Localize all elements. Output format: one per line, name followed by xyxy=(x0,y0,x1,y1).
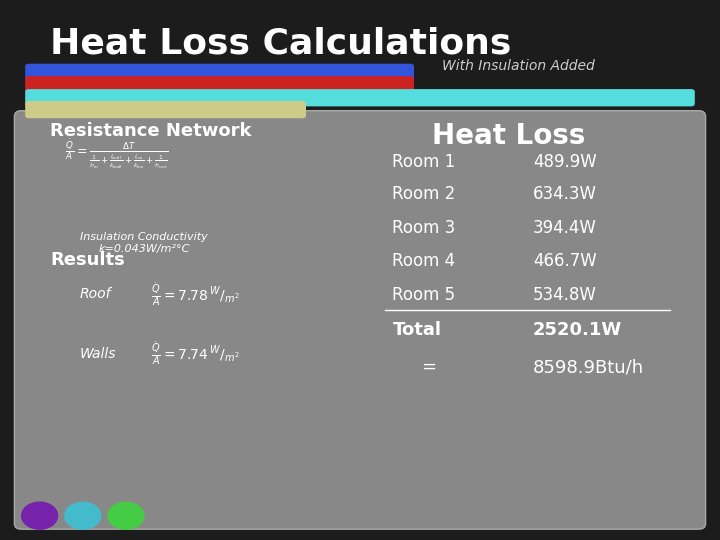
Text: =: = xyxy=(421,358,436,376)
Text: $\frac{\dot{Q}}{A} = \frac{\Delta T}{\frac{1}{h_{in}} + \frac{l_{wall}}{k_{wall}: $\frac{\dot{Q}}{A} = \frac{\Delta T}{\fr… xyxy=(65,137,168,171)
Text: 394.4W: 394.4W xyxy=(533,219,597,237)
Text: 634.3W: 634.3W xyxy=(533,185,597,204)
FancyBboxPatch shape xyxy=(25,101,306,118)
Text: $\frac{\dot{Q}}{A} = 7.74\,^{W}/_{m^2}$: $\frac{\dot{Q}}{A} = 7.74\,^{W}/_{m^2}$ xyxy=(151,340,240,367)
Text: Room 3: Room 3 xyxy=(392,219,456,237)
FancyBboxPatch shape xyxy=(14,111,706,529)
Text: Total: Total xyxy=(392,321,441,340)
Text: Room 1: Room 1 xyxy=(392,153,456,171)
Circle shape xyxy=(65,502,101,529)
Text: Resistance Network: Resistance Network xyxy=(50,122,252,139)
Text: Room 5: Room 5 xyxy=(392,286,456,304)
Text: Roof: Roof xyxy=(79,287,111,301)
Text: Results: Results xyxy=(50,251,125,269)
Text: 466.7W: 466.7W xyxy=(533,252,597,271)
Text: Walls: Walls xyxy=(79,347,116,361)
Text: 489.9W: 489.9W xyxy=(533,153,597,171)
Text: Room 2: Room 2 xyxy=(392,185,456,204)
Text: 8598.9Btu/h: 8598.9Btu/h xyxy=(533,358,644,376)
Text: With Insulation Added: With Insulation Added xyxy=(442,59,595,73)
FancyBboxPatch shape xyxy=(25,89,695,106)
Circle shape xyxy=(22,502,58,529)
FancyBboxPatch shape xyxy=(25,76,414,93)
Text: Heat Loss: Heat Loss xyxy=(432,122,585,150)
Circle shape xyxy=(108,502,144,529)
Text: Room 4: Room 4 xyxy=(392,252,456,271)
Text: Insulation Conductivity
k=0.043W/m²°C: Insulation Conductivity k=0.043W/m²°C xyxy=(80,232,208,254)
Text: Heat Loss Calculations: Heat Loss Calculations xyxy=(50,27,512,61)
FancyBboxPatch shape xyxy=(25,64,414,81)
Text: 534.8W: 534.8W xyxy=(533,286,597,304)
Text: $\frac{\dot{Q}}{A} = 7.78\,^{W}/_{m^2}$: $\frac{\dot{Q}}{A} = 7.78\,^{W}/_{m^2}$ xyxy=(151,281,240,308)
Text: 2520.1W: 2520.1W xyxy=(533,321,622,340)
